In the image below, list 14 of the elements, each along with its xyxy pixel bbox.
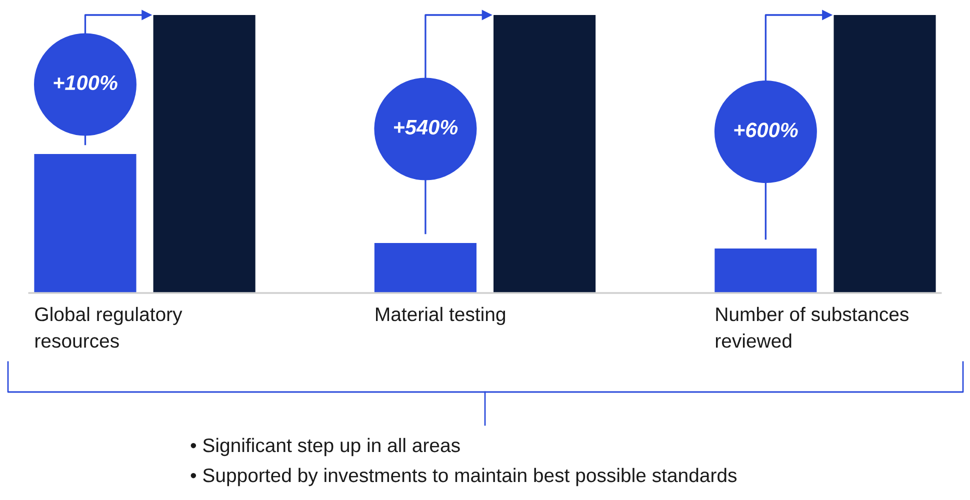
text: • Significant step up in all areas: [190, 438, 460, 456]
bar: [714, 248, 817, 293]
x-tick-label: Number of substances reviewed: [716, 306, 908, 348]
x-tick-label: Material testing: [376, 306, 506, 326]
x-tick-label: Global regulatory resources: [35, 306, 182, 348]
annotation: +600%: [734, 122, 798, 138]
bar: [494, 15, 596, 293]
text: • Supported by investments to maintain best possible standards: [190, 468, 737, 486]
bar: [374, 242, 476, 293]
annotation: +540%: [394, 120, 458, 135]
annotation: +100%: [54, 75, 118, 90]
bar: [153, 15, 256, 293]
bar: [34, 154, 136, 293]
bar: [834, 15, 936, 293]
